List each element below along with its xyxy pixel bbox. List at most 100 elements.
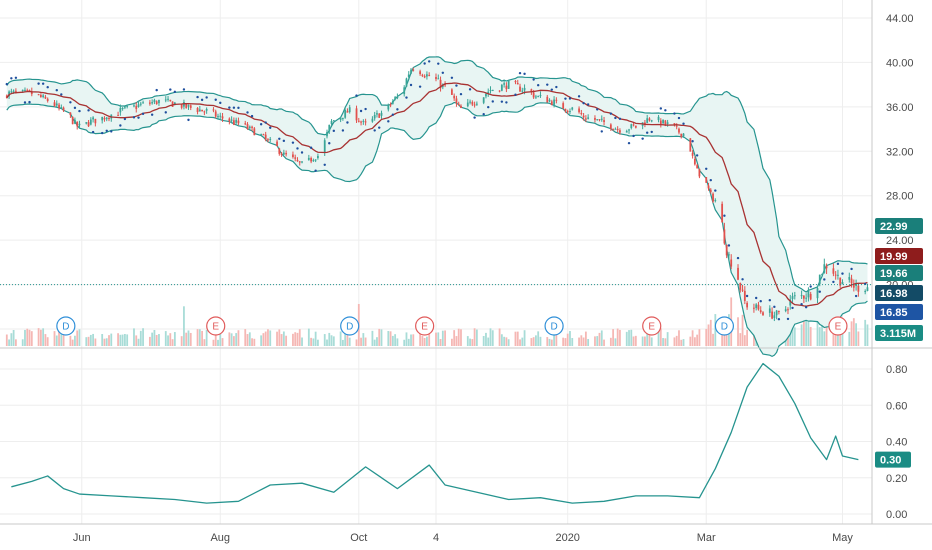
- volume-bar: [298, 329, 301, 346]
- candle-body: [76, 121, 79, 127]
- candle-body: [92, 117, 95, 120]
- candle-body: [807, 290, 810, 298]
- sar-dot: [137, 116, 140, 119]
- volume-bar: [739, 333, 742, 346]
- volume-bar: [285, 335, 288, 346]
- candle-body: [482, 97, 485, 103]
- candle-body: [212, 109, 215, 111]
- dividend-marker[interactable]: [340, 316, 360, 336]
- sar-dot: [5, 82, 9, 86]
- sar-dot: [409, 83, 413, 87]
- sar-dot: [132, 116, 136, 119]
- y-tick-label: 0.80: [886, 364, 907, 376]
- candle-body: [682, 133, 685, 137]
- volume-bar: [205, 329, 208, 346]
- sar-dot: [473, 116, 476, 119]
- sar-dot: [659, 107, 663, 110]
- volume-bar: [594, 336, 596, 346]
- volume-bar: [791, 326, 794, 346]
- volume-bar: [232, 336, 235, 346]
- volume-bar: [555, 332, 558, 346]
- candle-body: [214, 111, 217, 117]
- sar-dot: [105, 129, 108, 132]
- candle-body: [777, 311, 780, 313]
- volume-bar: [482, 336, 485, 346]
- candle-body: [816, 288, 819, 299]
- sar-dot: [586, 103, 590, 106]
- candle-body: [505, 85, 508, 90]
- x-tick-label: 2020: [555, 532, 579, 544]
- candle-body: [371, 118, 374, 122]
- volume-bar: [712, 333, 714, 346]
- candle-body: [691, 152, 694, 156]
- volume-bar: [135, 335, 138, 346]
- dividend-marker[interactable]: [714, 316, 734, 336]
- volume-bar: [582, 337, 585, 346]
- volume-bar: [609, 337, 612, 346]
- sar-dot: [250, 114, 254, 118]
- candle-body: [539, 95, 542, 97]
- volume-bar: [151, 332, 154, 346]
- candle-body: [362, 120, 365, 122]
- volume-bar: [491, 330, 494, 346]
- volume-bar: [346, 328, 349, 346]
- sar-dot: [850, 267, 853, 271]
- candle-body: [123, 106, 126, 108]
- sar-dot: [645, 131, 649, 134]
- candle-body: [85, 122, 88, 124]
- sar-dot: [691, 140, 694, 143]
- candle-body: [108, 118, 110, 120]
- sar-dot: [391, 113, 395, 116]
- sar-dot: [609, 112, 613, 115]
- volume-bar: [530, 338, 533, 346]
- candle-body: [203, 111, 206, 113]
- candle-body: [403, 87, 406, 95]
- volume-bar: [612, 329, 615, 346]
- candle-body: [155, 101, 158, 104]
- candle-body: [632, 124, 635, 126]
- event-marker-label: E: [212, 322, 219, 333]
- volume-bar: [198, 329, 201, 346]
- volume-bar: [26, 328, 29, 346]
- dividend-marker[interactable]: [544, 316, 564, 336]
- sar-dot: [323, 163, 326, 166]
- sar-dot: [373, 129, 376, 132]
- candle-body: [169, 99, 172, 102]
- earnings-marker[interactable]: [415, 316, 435, 336]
- candle-body: [823, 264, 826, 273]
- candle-body: [164, 99, 167, 101]
- volume-bar: [405, 332, 408, 346]
- candle-body: [307, 157, 310, 160]
- volume-bar: [173, 332, 176, 346]
- volume-bar: [262, 333, 265, 346]
- candle-body: [839, 277, 842, 286]
- candle-body: [523, 87, 526, 91]
- volume-bar: [823, 331, 826, 346]
- volume-bar: [87, 336, 90, 346]
- parabolic-sar-badge: [875, 285, 923, 301]
- volume-bar: [55, 335, 58, 346]
- candle-body: [151, 102, 154, 104]
- candle-body: [698, 168, 701, 177]
- volume-bar: [646, 331, 649, 346]
- sar-dot: [296, 147, 299, 150]
- candle-body: [58, 104, 60, 108]
- earnings-marker[interactable]: [206, 316, 226, 336]
- candle-body: [373, 114, 376, 119]
- dividend-marker[interactable]: [56, 316, 76, 336]
- candle-body: [564, 108, 567, 111]
- sar-dot: [228, 106, 231, 109]
- earnings-marker[interactable]: [642, 316, 662, 336]
- candle-body: [728, 254, 730, 256]
- candle-body: [532, 92, 535, 98]
- sar-dot: [568, 97, 572, 100]
- y-tick-label: 32.00: [886, 146, 914, 158]
- volume-bar: [428, 328, 431, 346]
- earnings-marker[interactable]: [828, 316, 848, 336]
- candle-body: [487, 91, 490, 94]
- sar-dot: [269, 126, 272, 129]
- candle-body: [678, 128, 680, 133]
- volume-bar: [332, 336, 335, 346]
